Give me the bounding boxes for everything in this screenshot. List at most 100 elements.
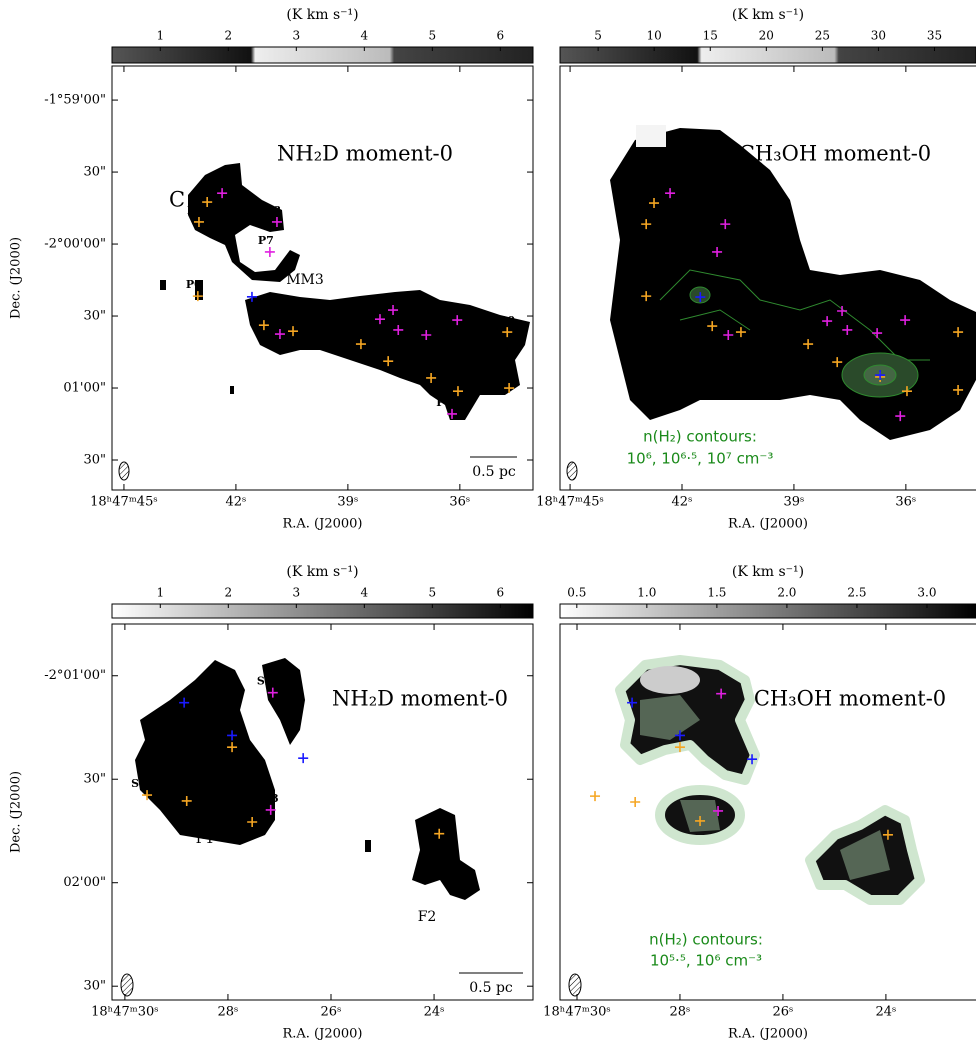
source-marker	[502, 327, 513, 338]
panel-title: CH₃OH moment-0	[754, 687, 946, 711]
colorbar-tick-label: 1.0	[637, 586, 656, 600]
source-label: P3	[187, 204, 203, 217]
source-label: P0	[186, 278, 202, 291]
y-tick-label: 30"	[83, 453, 106, 468]
y-tick-label: -2°01'00"	[44, 668, 106, 683]
y-tick-label: 01'00"	[63, 381, 106, 396]
region-label: C	[169, 188, 185, 212]
colorbar-tick-label: 2	[224, 586, 232, 600]
source-marker	[674, 730, 685, 741]
contour-note: n(H₂) contours:	[643, 428, 757, 446]
source-marker	[712, 246, 723, 257]
colorbar-tick-label: 1	[156, 29, 164, 43]
colorbar-label: (K km s⁻¹)	[732, 7, 804, 23]
source-marker	[837, 305, 848, 316]
contour-note: 10⁶, 10⁶·⁵, 10⁷ cm⁻³	[627, 450, 774, 468]
colorbar-tick-label: 20	[759, 29, 774, 43]
colorbar	[111, 603, 534, 619]
colorbar-label: (K km s⁻¹)	[286, 7, 358, 23]
y-tick-label: 30"	[83, 979, 106, 994]
colorbar-label: (K km s⁻¹)	[732, 564, 804, 580]
y-tick-label: -1°59'00"	[44, 93, 106, 108]
source-marker	[953, 384, 964, 395]
beam	[568, 973, 582, 997]
x-tick-label: 36ˢ	[895, 495, 916, 510]
colorbar-tick-label: 4	[361, 29, 369, 43]
emission-map	[160, 163, 530, 420]
source-marker	[355, 339, 366, 350]
y-tick-label: 30"	[83, 772, 106, 787]
x-tick-label: 28ˢ	[217, 1005, 238, 1020]
source-marker	[452, 315, 463, 326]
x-axis-label: R.A. (J2000)	[282, 1027, 362, 1042]
source-marker	[217, 188, 228, 199]
emission-map	[610, 125, 976, 440]
source-marker	[875, 370, 886, 381]
source-label: P11	[410, 317, 434, 330]
colorbar-tick-label: 1	[156, 586, 164, 600]
colorbar-tick-label: 3	[292, 29, 300, 43]
source-marker	[747, 754, 758, 765]
x-tick-label: 18ʰ47ᵐ45ˢ	[536, 495, 604, 510]
x-tick-label: 26ˢ	[321, 1005, 342, 1020]
source-label: P7	[258, 234, 274, 247]
x-axis-label: R.A. (J2000)	[728, 1027, 808, 1042]
colorbar-tick-label: 10	[647, 29, 662, 43]
source-label: SP6	[131, 777, 155, 790]
colorbar-tick-label: 5	[429, 586, 437, 600]
x-tick-label: 39ˢ	[337, 495, 358, 510]
beam	[118, 461, 130, 481]
source-marker	[258, 320, 269, 331]
source-marker	[707, 321, 718, 332]
colorbar-tick-label: 4	[361, 586, 369, 600]
colorbar-tick-label: 2	[224, 29, 232, 43]
region-label: F2	[418, 909, 437, 925]
x-tick-label: 42ˢ	[672, 495, 693, 510]
source-marker	[803, 339, 814, 350]
source-label: P4	[281, 313, 297, 326]
source-marker	[901, 386, 912, 397]
colorbar	[559, 46, 976, 64]
source-label: P13	[377, 292, 401, 305]
colorbar-tick-label: 2.5	[847, 586, 866, 600]
source-label: P16	[442, 373, 466, 386]
source-label: P20	[491, 314, 515, 327]
source-marker	[193, 216, 204, 227]
source-marker	[421, 329, 432, 340]
source-marker	[665, 188, 676, 199]
source-marker	[735, 327, 746, 338]
source-marker	[227, 730, 238, 741]
source-marker	[274, 329, 285, 340]
axes-frame	[111, 65, 534, 491]
panel-title: NH₂D moment-0	[277, 142, 453, 166]
source-label: P18	[441, 302, 465, 315]
colorbar-tick-label: 5	[429, 29, 437, 43]
colorbar-tick-label: 6	[497, 586, 505, 600]
x-tick-label: 39ˢ	[783, 495, 804, 510]
colorbar-tick-label: 25	[815, 29, 830, 43]
colorbar	[559, 603, 976, 619]
source-marker	[246, 291, 257, 302]
region-label: MM2	[473, 349, 511, 365]
source-marker	[181, 795, 192, 806]
y-tick-label: 02'00"	[63, 875, 106, 890]
colorbar-tick-label: 2.0	[777, 586, 796, 600]
source-marker	[267, 687, 278, 698]
x-axis-label: R.A. (J2000)	[728, 517, 808, 532]
colorbar-tick-label: 30	[871, 29, 886, 43]
source-marker	[630, 796, 641, 807]
colorbar	[111, 46, 534, 64]
source-marker	[298, 753, 309, 764]
source-marker	[882, 829, 893, 840]
source-marker	[271, 216, 282, 227]
source-marker	[641, 291, 652, 302]
source-marker	[388, 305, 399, 316]
region-label: F1	[196, 831, 215, 847]
x-tick-label: 24ˢ	[875, 1005, 896, 1020]
source-label: SP4	[236, 804, 260, 817]
colorbar-tick-label: 35	[927, 29, 942, 43]
panel-title: NH₂D moment-0	[332, 687, 508, 711]
colorbar-tick-label: 15	[703, 29, 718, 43]
colorbar-tick-label: 6	[497, 29, 505, 43]
